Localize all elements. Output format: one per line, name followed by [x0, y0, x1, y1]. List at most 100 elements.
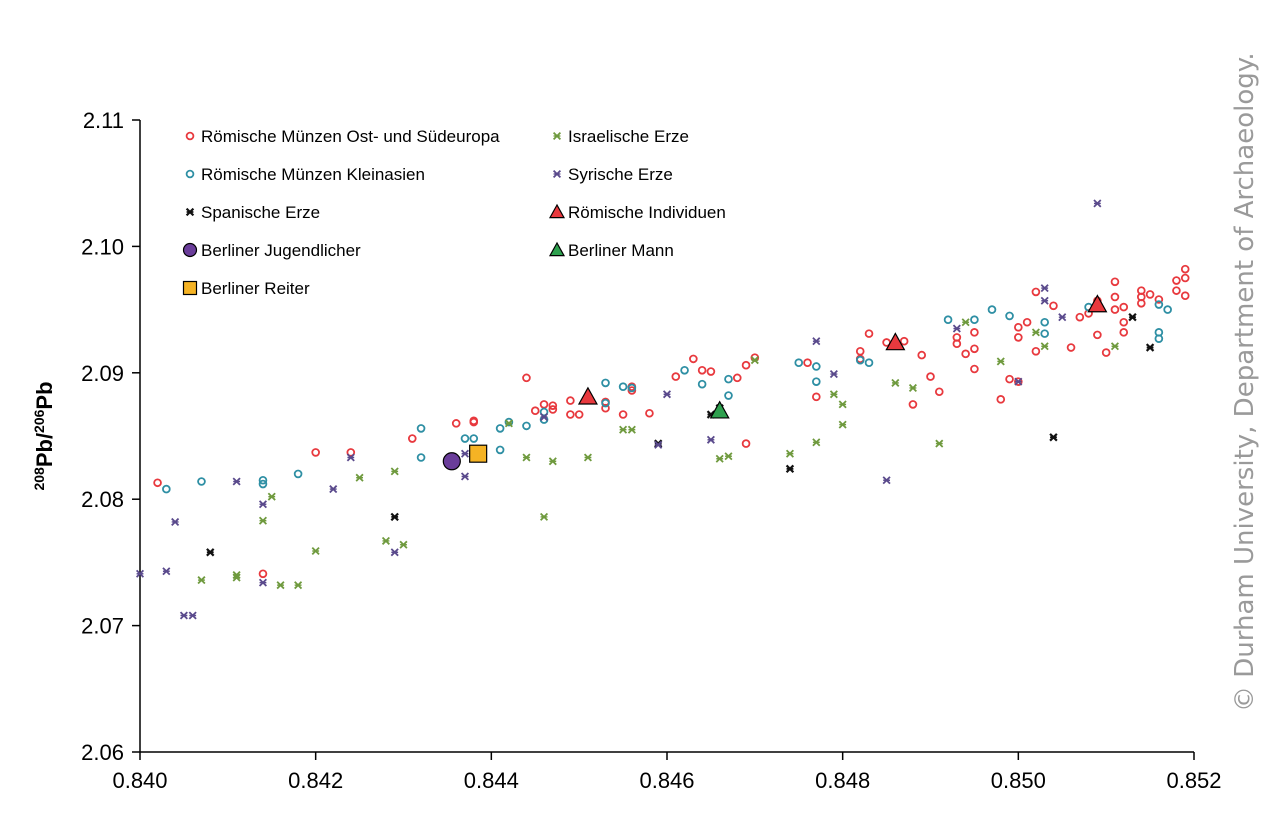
data-point [197, 576, 206, 585]
data-point [206, 548, 215, 557]
data-point [961, 318, 970, 327]
x-ticks: 0.840 0.842 0.844 0.846 0.848 0.850 0.852 [112, 752, 1222, 793]
data-point [908, 383, 917, 393]
data-point [548, 457, 557, 466]
data-point [460, 472, 470, 481]
data-point [267, 492, 276, 501]
data-point [601, 398, 610, 408]
legend-item-syrische-erze: Syrische Erze [552, 165, 673, 184]
data-point [258, 479, 268, 489]
data-point [619, 425, 628, 434]
data-point [1040, 296, 1049, 305]
data-point [935, 439, 944, 448]
data-point [882, 476, 891, 485]
data-point [627, 383, 637, 393]
legend-label: Israelische Erze [568, 127, 689, 146]
data-point [1031, 287, 1041, 297]
data-point [1137, 286, 1146, 295]
y-tick-label: 2.07 [81, 614, 124, 639]
data-point [504, 417, 514, 427]
data-point [162, 567, 171, 576]
data-point [1031, 347, 1041, 356]
data-point [970, 315, 979, 325]
legend-marker [182, 242, 198, 258]
data-point [917, 350, 927, 360]
legend-item-berliner-jugendlicher: Berliner Jugendlicher [182, 241, 361, 260]
data-point [812, 377, 821, 386]
data-point [522, 373, 531, 383]
data-point [970, 328, 979, 337]
data-point [1040, 284, 1049, 293]
legend-item-berliner-mann: Berliner Mann [548, 241, 674, 260]
data-point [709, 400, 730, 419]
data-point [926, 372, 935, 381]
legend-label: Römische Münzen Kleinasien [201, 165, 425, 184]
data-point [1145, 290, 1155, 299]
data-point [1040, 342, 1049, 351]
data-point [864, 358, 874, 367]
data-point [697, 379, 707, 389]
data-point [829, 370, 838, 379]
data-point [1058, 313, 1067, 322]
data-point [812, 337, 821, 346]
data-point [812, 362, 821, 371]
data-point [258, 569, 268, 579]
data-point [399, 540, 408, 549]
data-point [179, 611, 188, 620]
data-point [724, 452, 733, 461]
legend-item-spanische-erze: Spanische Erze [185, 203, 320, 222]
data-point [706, 435, 715, 444]
data-point [1110, 277, 1120, 287]
data-point [1040, 329, 1049, 338]
data-point [548, 405, 558, 414]
data-point [522, 421, 531, 431]
data-point [943, 315, 953, 325]
data-point [750, 356, 759, 365]
data-point [539, 400, 549, 409]
data-point [530, 406, 540, 416]
data-point [329, 485, 338, 494]
data-point [416, 453, 426, 462]
legend-marker [185, 169, 195, 179]
data-point [697, 365, 707, 375]
data-point [258, 578, 268, 587]
data-point [294, 581, 303, 590]
x-tick-label: 0.846 [639, 768, 694, 793]
legend-marker [552, 169, 562, 179]
data-point [1093, 330, 1102, 340]
data-point [577, 386, 598, 405]
data-point [188, 611, 197, 620]
data-point [162, 484, 171, 494]
data-point [1014, 333, 1023, 342]
data-point [522, 453, 531, 462]
y-label-pb1: Pb/ [32, 433, 57, 467]
data-point [1172, 276, 1181, 285]
data-point [803, 358, 812, 367]
data-point [442, 452, 461, 471]
y-axis-label: 208Pb/206Pb [31, 381, 57, 490]
data-point [258, 500, 268, 509]
data-point [952, 333, 962, 342]
x-tick-label: 0.840 [112, 768, 167, 793]
data-point [1066, 343, 1076, 352]
data-point [1049, 433, 1058, 442]
data-point [724, 374, 733, 384]
data-point [1119, 317, 1129, 327]
data-point [970, 344, 979, 354]
copyright-notice: © Durham University, Department of Archa… [1230, 52, 1260, 712]
data-point [1014, 377, 1023, 386]
y-tick-label: 2.11 [83, 108, 124, 133]
data-point [855, 347, 865, 356]
y-label-pb2: Pb [32, 381, 57, 409]
y-tick-label: 2.06 [81, 740, 124, 765]
data-point [1075, 312, 1085, 322]
data-point [1022, 317, 1032, 327]
data-point [794, 358, 804, 367]
data-point [1014, 322, 1023, 332]
data-point [645, 408, 654, 418]
data-point [311, 448, 320, 457]
data-point [1145, 343, 1155, 352]
data-point [829, 390, 838, 399]
y-tick-label: 2.09 [81, 361, 124, 386]
